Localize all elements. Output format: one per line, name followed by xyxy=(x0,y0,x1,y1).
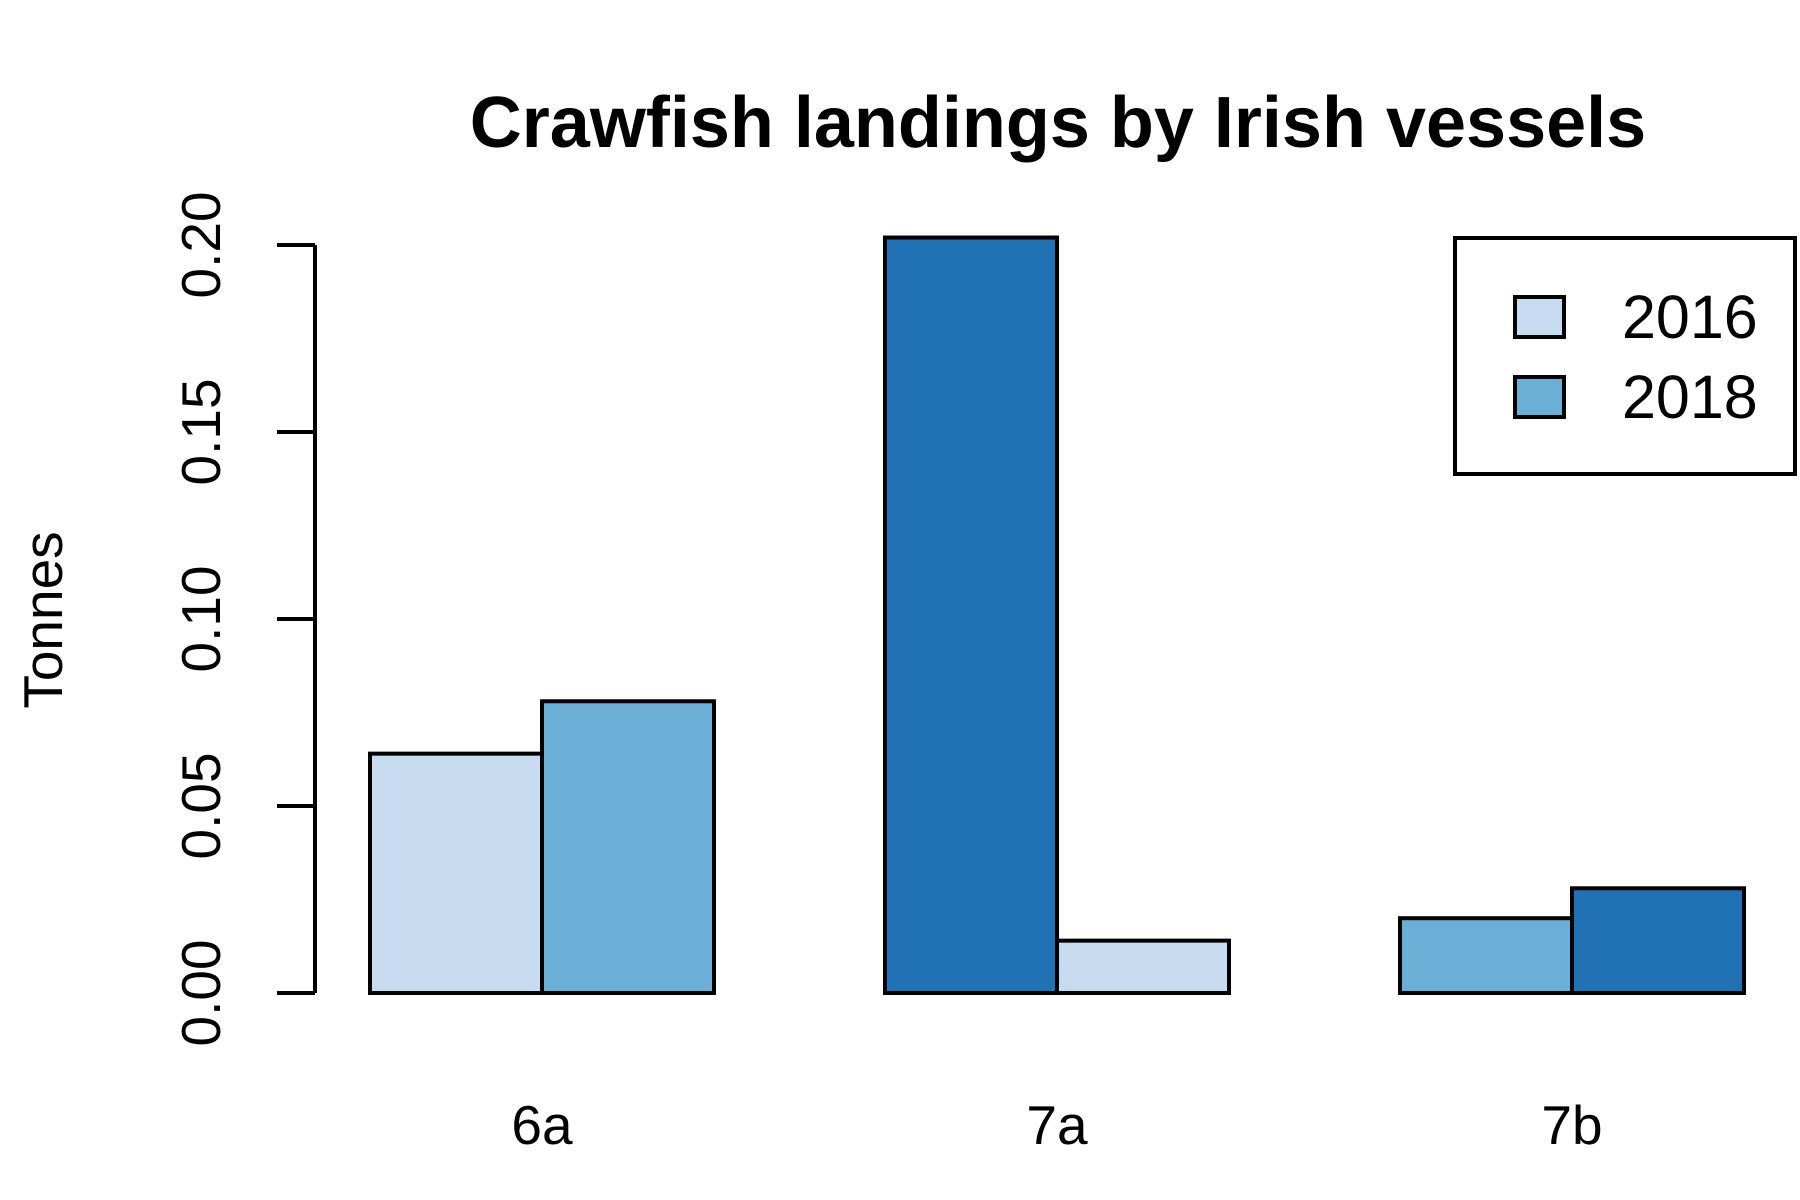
legend-entries: 2016 2018 xyxy=(1513,283,1758,431)
x-tick-label: 6a xyxy=(511,1094,573,1156)
y-axis: 0.00 0.05 0.10 0.15 0.20 xyxy=(170,191,317,1047)
x-tick-label: 7a xyxy=(1026,1094,1088,1156)
legend-box xyxy=(1453,236,1797,476)
y-tick-label: 0.15 xyxy=(170,378,232,485)
y-axis-label: Tonnes xyxy=(12,531,74,708)
legend-label: 2018 xyxy=(1622,363,1758,431)
legend-label: 2016 xyxy=(1622,283,1758,351)
y-tick-label: 0.20 xyxy=(170,191,232,298)
chart-title: Crawfish landings by Irish vessels xyxy=(470,83,1646,163)
bar xyxy=(1570,886,1746,996)
bars xyxy=(368,235,1746,996)
bar xyxy=(540,699,716,996)
y-tick-label: 0.05 xyxy=(170,752,232,859)
bar xyxy=(883,235,1059,995)
legend: 2016 2018 xyxy=(1453,236,1797,476)
legend-swatch xyxy=(1513,295,1566,339)
bar xyxy=(1055,938,1231,996)
y-tick-label: 0.10 xyxy=(170,565,232,672)
bar xyxy=(1398,916,1574,996)
bar xyxy=(368,751,544,996)
y-tick-label: 0.00 xyxy=(170,939,232,1046)
x-tick-label: 7b xyxy=(1541,1094,1602,1156)
legend-swatch xyxy=(1513,375,1566,419)
x-axis-labels: 6a 7a 7b xyxy=(511,1094,1602,1156)
